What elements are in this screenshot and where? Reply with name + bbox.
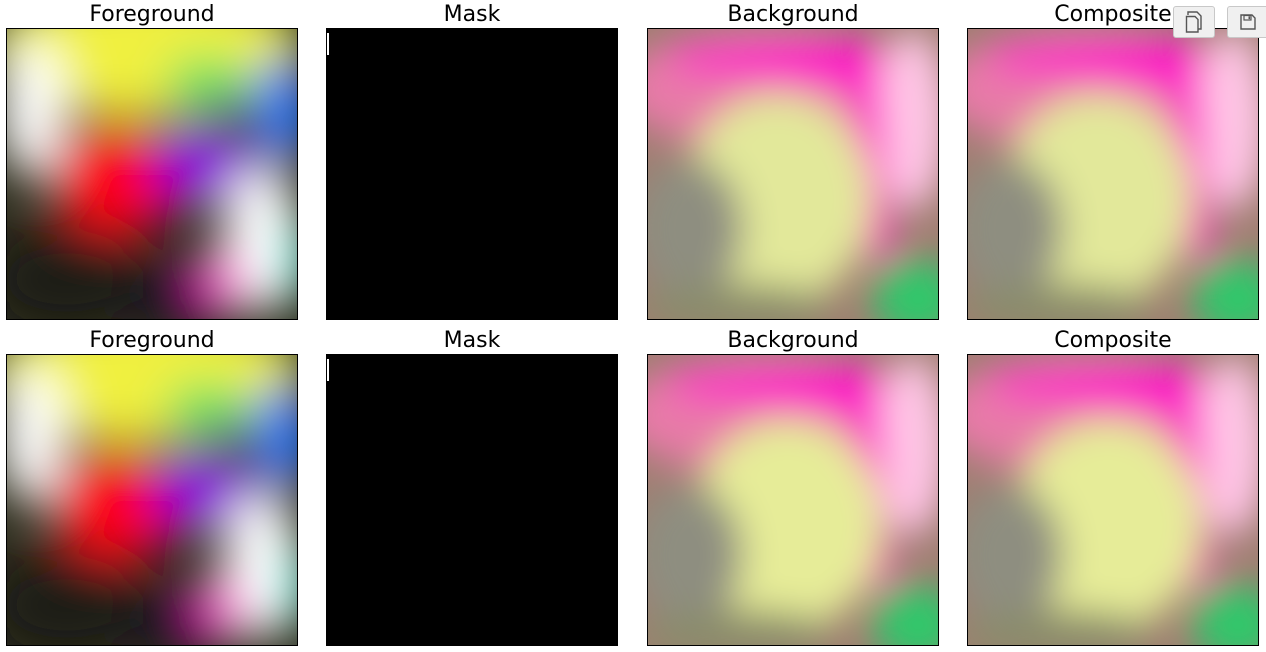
- composite-image: [967, 354, 1259, 646]
- save-button[interactable]: [1227, 6, 1266, 38]
- background-image: [647, 28, 939, 320]
- background-title: Background: [727, 2, 859, 27]
- copy-icon: [1185, 11, 1203, 33]
- foreground-image: [6, 28, 298, 320]
- foreground-title: Foreground: [89, 328, 215, 353]
- foreground-image: [6, 354, 298, 646]
- mask-image: [326, 354, 618, 646]
- background-title: Background: [727, 328, 859, 353]
- background-image: [647, 354, 939, 646]
- save-icon: [1239, 13, 1257, 31]
- foreground-title: Foreground: [89, 2, 215, 27]
- copy-button[interactable]: [1173, 6, 1215, 38]
- composite-image: [967, 28, 1259, 320]
- composite-title: Composite: [1054, 328, 1172, 353]
- composite-title: Composite: [1054, 2, 1172, 27]
- mask-image: [326, 28, 618, 320]
- mask-title: Mask: [443, 2, 501, 27]
- mask-title: Mask: [443, 328, 501, 353]
